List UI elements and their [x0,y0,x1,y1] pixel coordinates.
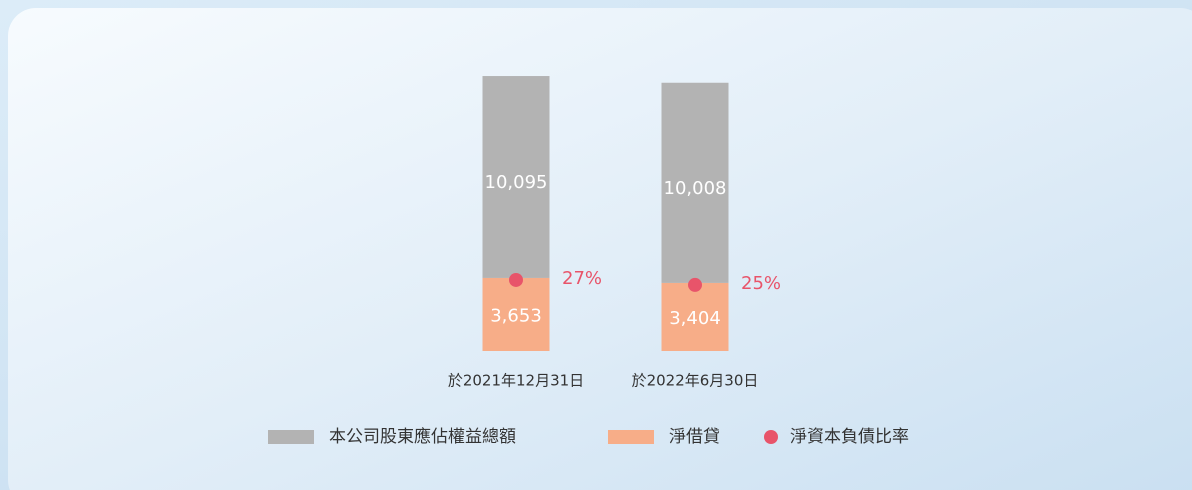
legend-swatch [608,430,654,444]
ratio-dot [688,277,702,292]
x-tick-label: 於2022年6月30日 [632,372,759,390]
ratio-label: 25% [741,273,781,294]
legend-swatch [268,430,314,444]
legend-label: 淨借貸 [669,427,720,447]
value-label: 3,404 [669,308,721,329]
bar-segment [661,282,729,351]
value-label: 10,095 [485,172,548,193]
ratio-label: 27% [562,268,602,289]
legend-label: 淨資本負債比率 [790,427,909,447]
card [8,8,1192,490]
value-label: 3,653 [490,305,542,326]
x-tick-label: 於2021年12月31日 [448,372,584,390]
bar-segment [661,82,729,283]
legend-swatch [764,430,778,444]
bar-segment [482,76,550,278]
legend-label: 本公司股東應佔權益總額 [329,426,516,447]
ratio-dot [509,272,523,287]
bar-segment [482,277,550,351]
value-label: 10,008 [664,178,727,199]
